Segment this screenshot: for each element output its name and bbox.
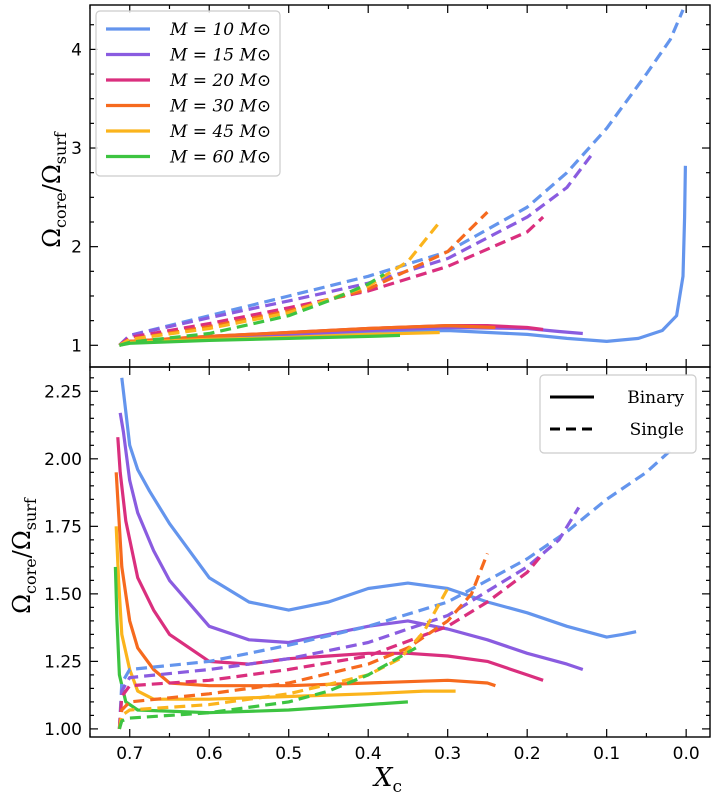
x-tick-label: 0.7 [116,744,143,764]
top-single-line-60msun [118,272,385,347]
x-tick-label: 0.4 [355,744,382,764]
x-tick-label: 0.0 [673,744,700,764]
svg-text:Ωcore/Ωsurf: Ωcore/Ωsurf [38,131,70,248]
bottom-y-tick-label: 2.25 [44,382,82,402]
top-series-group [118,9,687,347]
x-tick-label: 0.1 [593,744,620,764]
x-tick-label: 0.3 [434,744,461,764]
bottom-y-tick-label: 1.50 [44,585,82,605]
bottom-single-line-45msun [117,587,450,730]
legend-style-label: Binary [627,388,684,408]
bottom-y-axis-title: Ωcore/Ωsurf [8,497,40,614]
bottom-series-group [113,377,672,730]
bottom-binary-line-15msun [118,412,584,672]
svg-text:Ωcore/Ωsurf: Ωcore/Ωsurf [8,497,40,614]
top-y-tick-label: 2 [71,238,82,258]
legend-label: M = 10 M⊙ [169,20,271,40]
bottom-axes-frame [89,366,711,738]
bottom-binary-line-10msun [120,377,637,639]
bottom-y-tick-label: 1.00 [44,720,82,740]
top-y-tick-label: 1 [71,336,82,356]
top-y-tick-label: 3 [71,139,82,159]
bottom-single-line-60msun [117,646,417,730]
legend-label: M = 30 M⊙ [169,97,271,117]
legend-label: M = 20 M⊙ [169,71,271,91]
x-tick-label: 0.5 [275,744,302,764]
top-single-line-20msun [118,215,545,347]
bottom-y-tick-label: 2.00 [44,450,82,470]
bottom-y-tick-label: 1.75 [44,517,82,537]
legend-label: M = 15 M⊙ [169,46,271,66]
top-y-axis-title: Ωcore/Ωsurf [38,131,70,248]
bottom-binary-line-60msun [113,566,409,715]
top-single-line-30msun [118,210,489,347]
top-single-line-45msun [118,220,441,347]
top-single-line-15msun [118,154,593,347]
bottom-single-line-10msun [117,449,672,729]
bottom-single-line-20msun [117,552,545,730]
svg-text:Xc: Xc [372,763,402,797]
legend-label: M = 45 M⊙ [169,122,271,142]
bottom-single-line-30msun [117,552,489,730]
panel-top: 1 2 3 4 M = 10 M⊙ M = 15 M⊙ M = 20 M⊙ M = 30 M⊙… [71,4,711,368]
x-tick-label: 0.2 [514,744,541,764]
legend-label: M = 60 M⊙ [169,148,271,168]
x-axis-title: Xc [372,763,402,797]
panel-bottom: 0.7 0.6 0.5 0.4 0.3 0.2 0.1 0.0 1.00 1.25 1.50 1.75… [44,366,711,764]
top-y-tick-label: 4 [71,40,82,60]
style-legend [539,374,697,454]
legend-style-label: Single [630,420,684,440]
top-single-line-10msun [118,9,685,347]
bottom-y-tick-label: 1.25 [44,652,82,672]
mass-legend [95,10,281,177]
x-tick-label: 0.6 [196,744,223,764]
bottom-binary-line-20msun [116,437,544,682]
